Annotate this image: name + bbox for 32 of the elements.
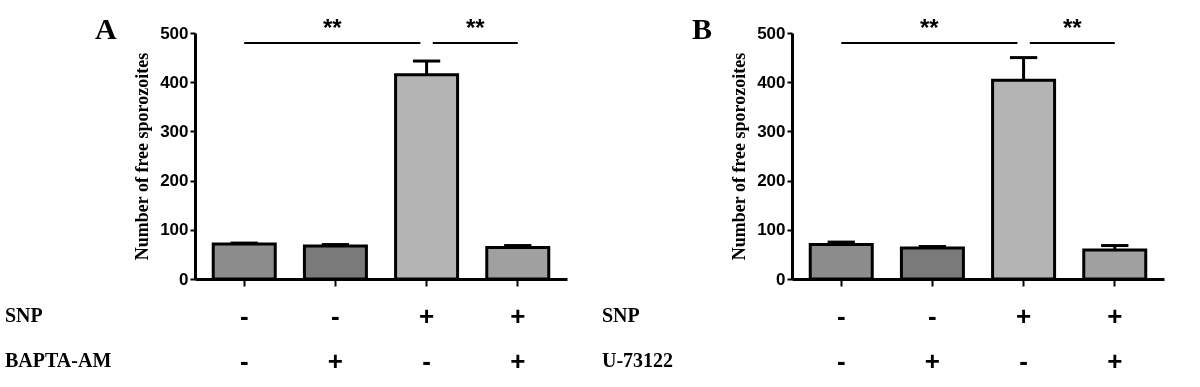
x-tick-label: - - xyxy=(239,300,249,376)
y-tick-label: 400 xyxy=(757,72,786,92)
x-tick-label: + - xyxy=(1015,300,1032,376)
y-tick-label: 500 xyxy=(757,23,786,43)
chart-title: A xyxy=(95,12,117,45)
y-tick-label: 300 xyxy=(757,121,786,141)
y-tick-label: 0 xyxy=(776,269,786,289)
y-tick-label: 100 xyxy=(160,220,189,240)
x-tick-label: + + xyxy=(510,300,526,376)
y-tick-label: 300 xyxy=(160,121,189,141)
x-tick-label: - - xyxy=(836,300,846,376)
x-tick-label: + + xyxy=(1107,300,1123,376)
annotation: ** xyxy=(465,14,486,41)
text: SNP xyxy=(602,304,640,326)
annotation: ** xyxy=(322,14,343,41)
y-tick-label: 100 xyxy=(757,220,786,240)
text: U-73122 xyxy=(602,349,674,371)
y-tick-label: 0 xyxy=(179,269,189,289)
text: SNP xyxy=(5,304,43,326)
y-tick-label: 500 xyxy=(160,23,189,43)
x-tick-label: - + xyxy=(327,300,344,376)
y-axis-title: Number of free sporozoites xyxy=(729,52,750,261)
annotation: ** xyxy=(1062,14,1083,41)
x-tick-label: - + xyxy=(924,300,941,376)
y-tick-label: 200 xyxy=(757,171,786,191)
text: BAPTA-AM xyxy=(5,349,112,371)
chart-title: B xyxy=(692,12,713,45)
annotation: ** xyxy=(919,14,940,41)
x-tick-label: + - xyxy=(418,300,435,376)
y-axis-title: Number of free sporozoites xyxy=(132,52,153,261)
y-tick-label: 400 xyxy=(160,72,189,92)
y-tick-label: 200 xyxy=(160,171,189,191)
